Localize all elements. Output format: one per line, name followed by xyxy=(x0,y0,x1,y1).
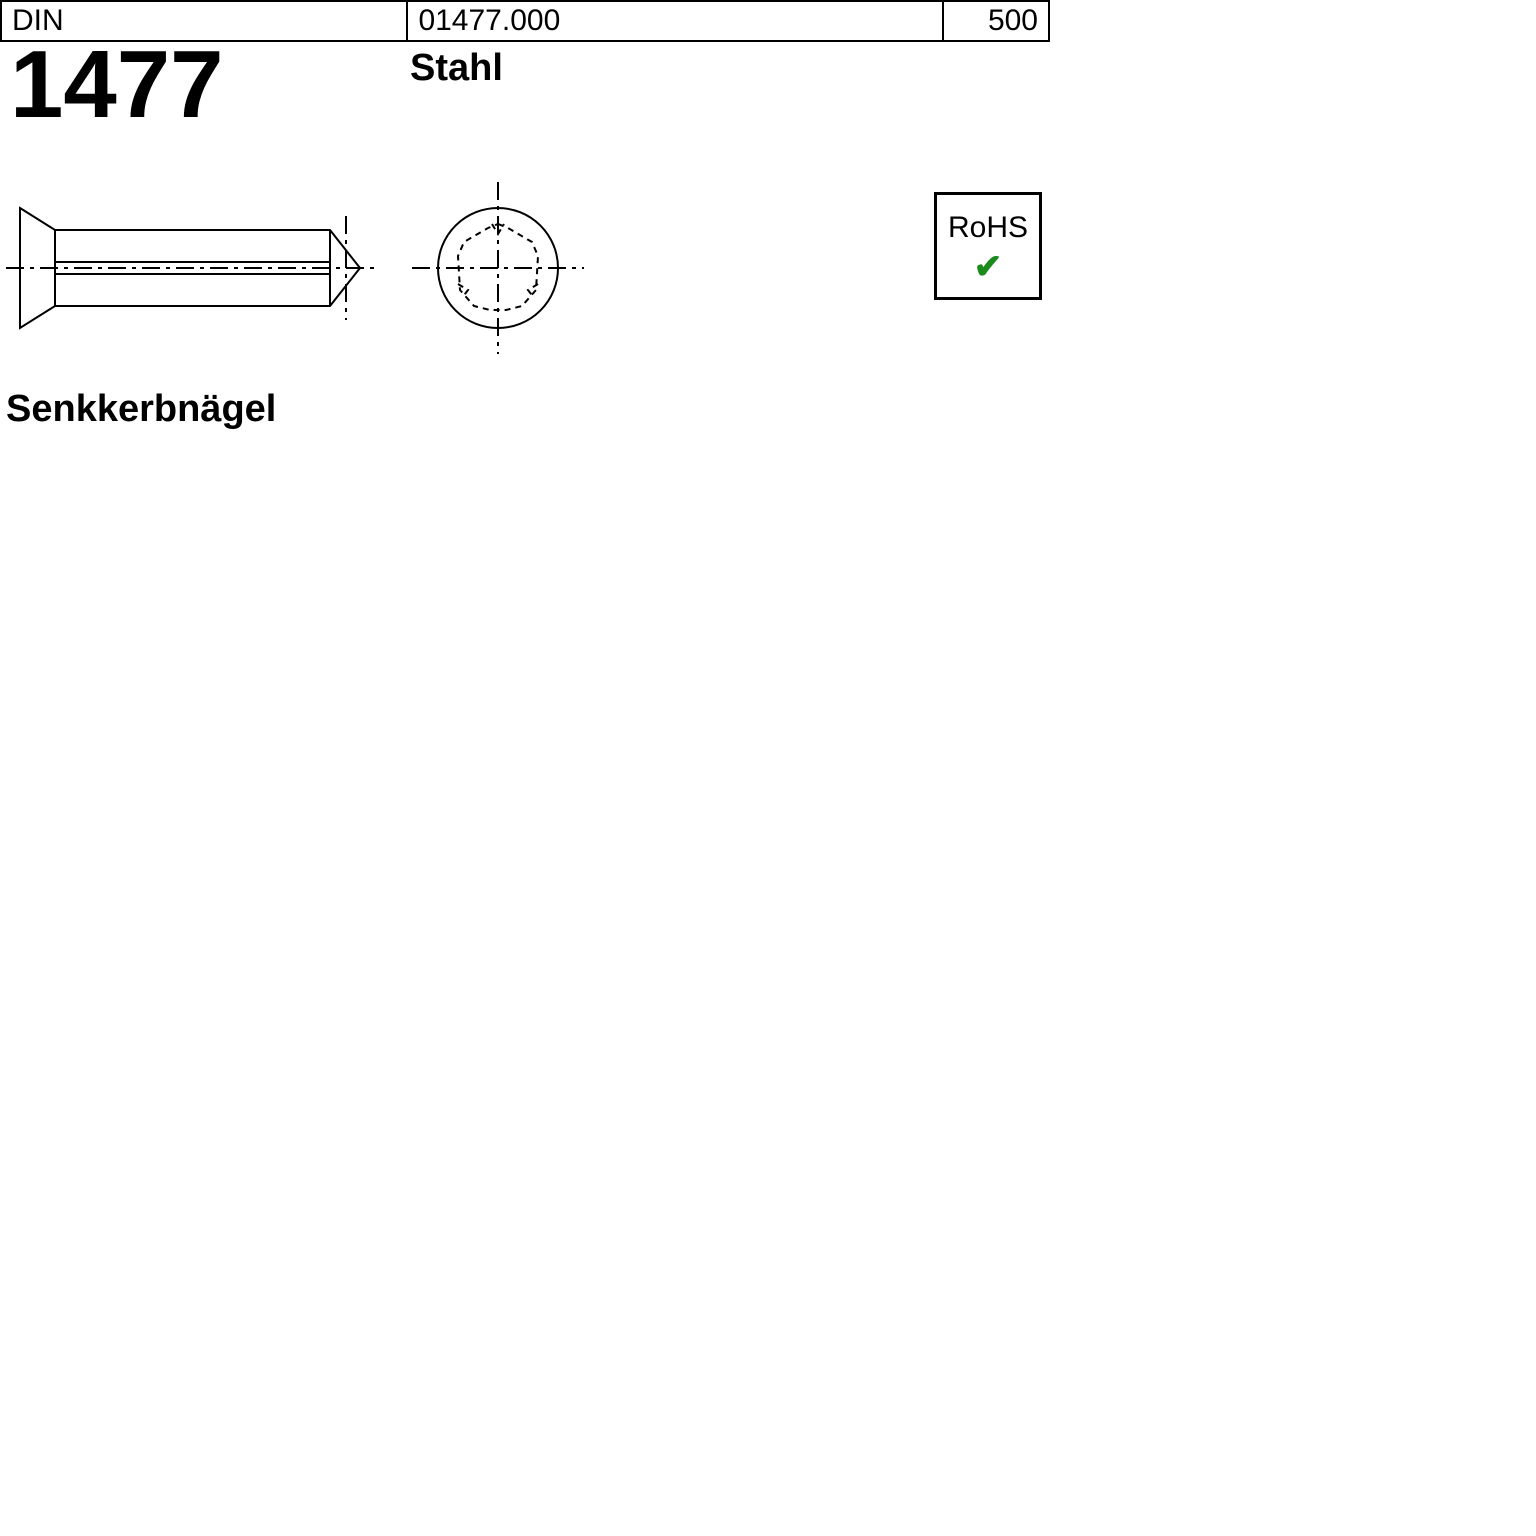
header-partcode: 01477.000 xyxy=(408,2,944,40)
material-label: Stahl xyxy=(410,47,503,90)
din-number: 1477 xyxy=(10,30,224,140)
rohs-label: RoHS xyxy=(937,211,1039,245)
rohs-check-icon: ✔ xyxy=(937,247,1039,287)
header-qty: 500 xyxy=(944,2,1048,40)
datasheet-page: DIN 01477.000 500 1477 Stahl xyxy=(0,0,1536,1536)
product-description: Senkkerbnägel xyxy=(6,388,276,431)
rohs-badge: RoHS ✔ xyxy=(934,192,1042,300)
technical-drawing xyxy=(0,168,700,368)
